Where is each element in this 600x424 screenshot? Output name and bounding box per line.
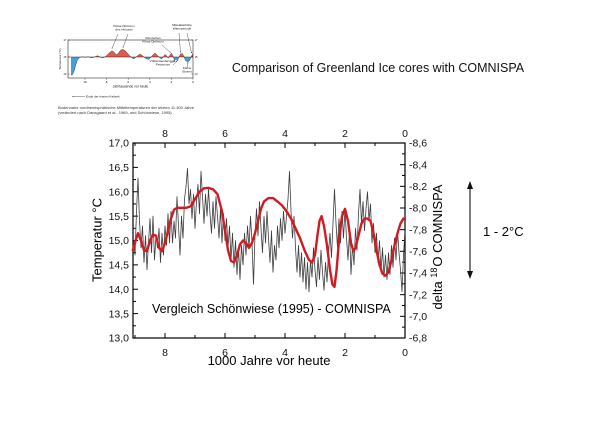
inset-xaxis-title: Jahrtausende vor heute	[113, 85, 149, 89]
axis-tick-labels: 8 8 6 6 4 4 2 2 0 0 17,0 16,5 16,0 15,5 15,0 14,5 14,0 13…	[109, 128, 428, 359]
inset-annotation-arrow	[111, 33, 119, 49]
tick-label: -7,2	[409, 289, 427, 301]
tick-label: -7,8	[409, 224, 427, 236]
inset-caption-line-1: Bodennahe nordhemisphärische Mitteltempe…	[58, 105, 195, 110]
arrow-up-icon	[467, 181, 473, 189]
tick-label: 4	[282, 128, 288, 140]
inset-tick-label: 2	[171, 80, 173, 84]
inset-annotation-arrow	[169, 60, 175, 64]
data-series	[131, 167, 407, 293]
bottom-axis-title: 1000 Jahre vor heute	[207, 353, 331, 368]
tick-label: 0	[402, 347, 408, 359]
inset-tick-label: 0	[192, 80, 194, 84]
tick-label: 14,5	[109, 260, 130, 272]
inset-annotation-klima-optimum: Klima-Optimum des Holozän	[113, 24, 135, 31]
inset-annotation-arrow	[172, 61, 178, 66]
inset-annotation-arrow	[161, 44, 171, 53]
tick-label: 6	[222, 347, 228, 359]
inset-chart-svg: 10 8 6 4 2 0 17 17 15 15 13 13 Jahrtausende vor heut…	[58, 23, 199, 99]
inset-annotation-arrow	[186, 62, 189, 69]
tick-label: -8,6	[409, 138, 427, 150]
inset-annotation-ende-kaltzeit: Ende der letzten Kaltzeit	[86, 95, 120, 99]
inset-tick-label: 17	[63, 38, 67, 42]
range-arrow-label: 1 - 2°C	[483, 224, 524, 239]
inset-tick-label: 15	[63, 55, 67, 59]
inset-tick-label: 4	[149, 80, 151, 84]
left-axis-title: Temperatur °C	[89, 198, 105, 282]
tick-label: -7,0	[409, 311, 427, 323]
inset-annotation-arrow	[178, 32, 181, 53]
inset-tick-label: 13	[63, 72, 67, 76]
inset-tick-label: 10	[83, 80, 87, 84]
arrow-down-icon	[467, 271, 473, 279]
inplot-comparison-label: Vergleich Schönwiese (1995) - COMNISPA	[152, 302, 391, 316]
tick-label: -7,6	[409, 246, 427, 258]
tick-label: 15,5	[109, 211, 130, 223]
right-axis-title: delta 18O COMNISPA	[429, 185, 445, 310]
tick-label: 16,5	[109, 162, 130, 174]
tick-label: 8	[162, 128, 168, 140]
inset-warm-area	[70, 49, 193, 57]
inset-annotation-mittelalter: Mittelalterliche Warmperiode	[172, 23, 192, 30]
tick-label: 6	[222, 128, 228, 140]
tick-label: 8	[162, 347, 168, 359]
inset-annotation-roemisches: Römisches Klima-Optimum	[142, 36, 164, 43]
tick-label: 15,0	[109, 235, 130, 247]
inset-caption-line-2: (verändert nach Dansgaard et al., 1969, …	[58, 110, 172, 115]
inset-annotation-voelkerwanderung: Völkerwanderungs-Pessimum	[150, 59, 177, 66]
tick-label: -8,4	[409, 159, 427, 171]
tick-label: 0	[402, 128, 408, 140]
tick-label: -6,8	[409, 333, 427, 345]
comnispa-line	[131, 186, 407, 289]
inset-tick-label: 15	[195, 55, 199, 59]
right-axis-title-prefix: delta	[430, 277, 446, 310]
tick-label: 13,0	[109, 333, 130, 345]
inset-tick-label: 17	[195, 38, 199, 42]
inset-annotation-arrow	[186, 32, 192, 54]
tick-label: 17,0	[109, 138, 130, 150]
inset-annotation-arrow	[122, 33, 129, 48]
axis-ticks	[133, 142, 406, 339]
tick-label: 14,0	[109, 284, 130, 296]
tick-label: -7,4	[409, 268, 427, 280]
tick-label: -8,0	[409, 203, 427, 215]
tick-label: -8,2	[409, 181, 427, 193]
range-arrow	[467, 181, 473, 279]
tick-label: 2	[342, 347, 348, 359]
inset-tick-label: 13	[195, 72, 199, 76]
inset-tick-label: 6	[127, 80, 129, 84]
inset-yaxis-title: Temperatur (°C)	[58, 48, 62, 69]
page-title: Comparison of Greenland Ice cores with C…	[231, 61, 525, 75]
tick-label: 4	[282, 347, 288, 359]
tick-label: 13,5	[109, 308, 130, 320]
inset-tick-label: 8	[106, 80, 108, 84]
right-axis-title-superscript: 18	[428, 267, 439, 278]
tick-label: 2	[342, 128, 348, 140]
inset-chart: 10 8 6 4 2 0 17 17 15 15 13 13 Jahrtausende vor heut…	[57, 12, 210, 120]
right-axis-title-suffix: O COMNISPA	[430, 184, 446, 267]
ice-core-line	[133, 167, 406, 293]
inset-frame	[67, 39, 194, 79]
tick-label: 16,0	[109, 186, 130, 198]
